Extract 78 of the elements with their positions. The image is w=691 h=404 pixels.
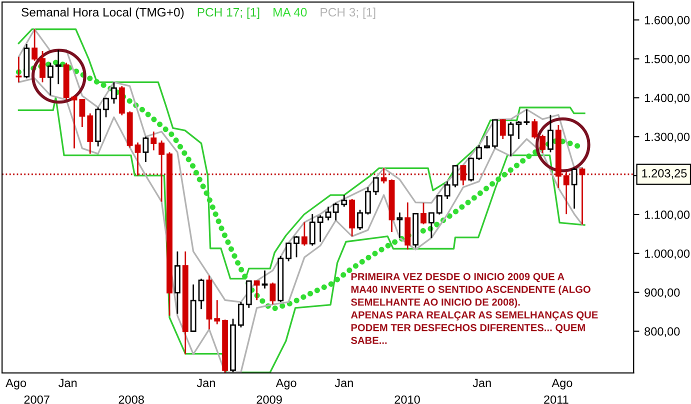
x-tick-label: Ago — [276, 378, 296, 390]
candlestick — [32, 28, 38, 62]
x2-tick-label: 2007 — [24, 395, 50, 404]
candlestick — [516, 120, 522, 140]
y-tick-label: 1.600,00 — [644, 16, 690, 26]
candlestick — [468, 156, 474, 182]
candlestick — [254, 280, 260, 301]
candlestick — [270, 282, 276, 306]
candlestick — [396, 212, 403, 239]
y-tick-label: 800,00 — [644, 327, 680, 338]
text: PCH 17; [1] — [198, 8, 260, 19]
x-tick-label: Jan — [196, 378, 215, 388]
candlestick — [286, 242, 292, 262]
text: PCH 3; [1] — [320, 8, 376, 19]
y-tick-label: 1.500,00 — [644, 54, 690, 65]
candlestick — [214, 299, 220, 325]
candlestick — [452, 164, 458, 188]
candlestick — [317, 214, 324, 242]
candlestick — [103, 97, 109, 118]
candlestick — [579, 167, 586, 226]
candlestick — [341, 194, 348, 208]
candlestick — [16, 56, 22, 83]
candlestick — [332, 202, 339, 222]
y-tick-label: 1.100,00 — [644, 210, 690, 220]
y-tick-label: 900,00 — [644, 288, 680, 298]
candlestick — [500, 118, 506, 140]
x-tick-label: Ago — [552, 378, 572, 390]
candlestick — [47, 62, 54, 96]
candlestick — [158, 140, 165, 202]
candlestick — [372, 176, 379, 196]
candlestick — [309, 213, 316, 246]
candlestick — [246, 280, 252, 309]
candlestick — [294, 235, 300, 258]
candlestick — [79, 98, 86, 128]
candlestick — [40, 50, 46, 83]
candlestick — [238, 301, 244, 328]
x-tick-label: Jan — [334, 378, 353, 388]
candlestick — [484, 135, 490, 150]
x-tick-label: Ago — [6, 378, 26, 390]
x-tick-label: Jan — [58, 378, 77, 388]
x2-tick-label: 2011 — [544, 395, 568, 404]
candlestick — [71, 95, 78, 150]
candlestick — [357, 209, 363, 231]
candlestick — [325, 206, 332, 222]
annotation: PRIMEIRA VEZ DESDE O INICIO 2009 QUE A MA40 INVERTE O SENTIDO ASCENDENTE (ALGO SEMELHANTE AO INICIO DE 2008). APENAS PARA REALÇAR AS SEMELHANÇAS QUE PODEM TER DESFECHOS DIFERENTES... QUEM SABE... — [350, 273, 598, 344]
candlestick — [150, 130, 157, 151]
candlestick — [198, 278, 204, 310]
candlestick — [364, 186, 371, 216]
ref-line-label: 1.203,25 — [642, 169, 687, 179]
candlestick — [540, 134, 546, 154]
candlestick — [563, 171, 570, 215]
candlestick — [532, 118, 538, 140]
candlestick — [428, 212, 434, 239]
candlestick — [262, 270, 268, 290]
candlestick — [460, 164, 466, 186]
candlestick — [436, 194, 442, 216]
text: MA 40 — [274, 8, 307, 17]
candlestick — [420, 202, 426, 225]
candlestick — [380, 167, 387, 184]
x2-tick-label: 2010 — [394, 395, 420, 404]
candlestick — [524, 108, 530, 126]
candlestick — [548, 114, 554, 153]
x-tick-label: Jan — [472, 378, 491, 388]
candlestick — [476, 144, 482, 161]
candlestick — [110, 81, 117, 104]
x2-tick-label: 2009 — [256, 395, 282, 404]
candlestick — [142, 136, 149, 163]
y-tick-label: 1.400,00 — [644, 94, 690, 104]
candlestick — [134, 142, 141, 176]
candlestick — [301, 222, 308, 246]
candlestick — [444, 180, 450, 200]
candlestick — [55, 49, 62, 85]
x2-tick-label: 2008 — [118, 395, 144, 404]
candlestick — [571, 167, 578, 210]
y-tick-label: 1.300,00 — [644, 132, 690, 142]
candlestick — [508, 121, 514, 157]
y-tick-label: 1.000,00 — [644, 249, 690, 260]
chart-title: Semanal Hora Local (TMG+0) — [22, 8, 184, 19]
